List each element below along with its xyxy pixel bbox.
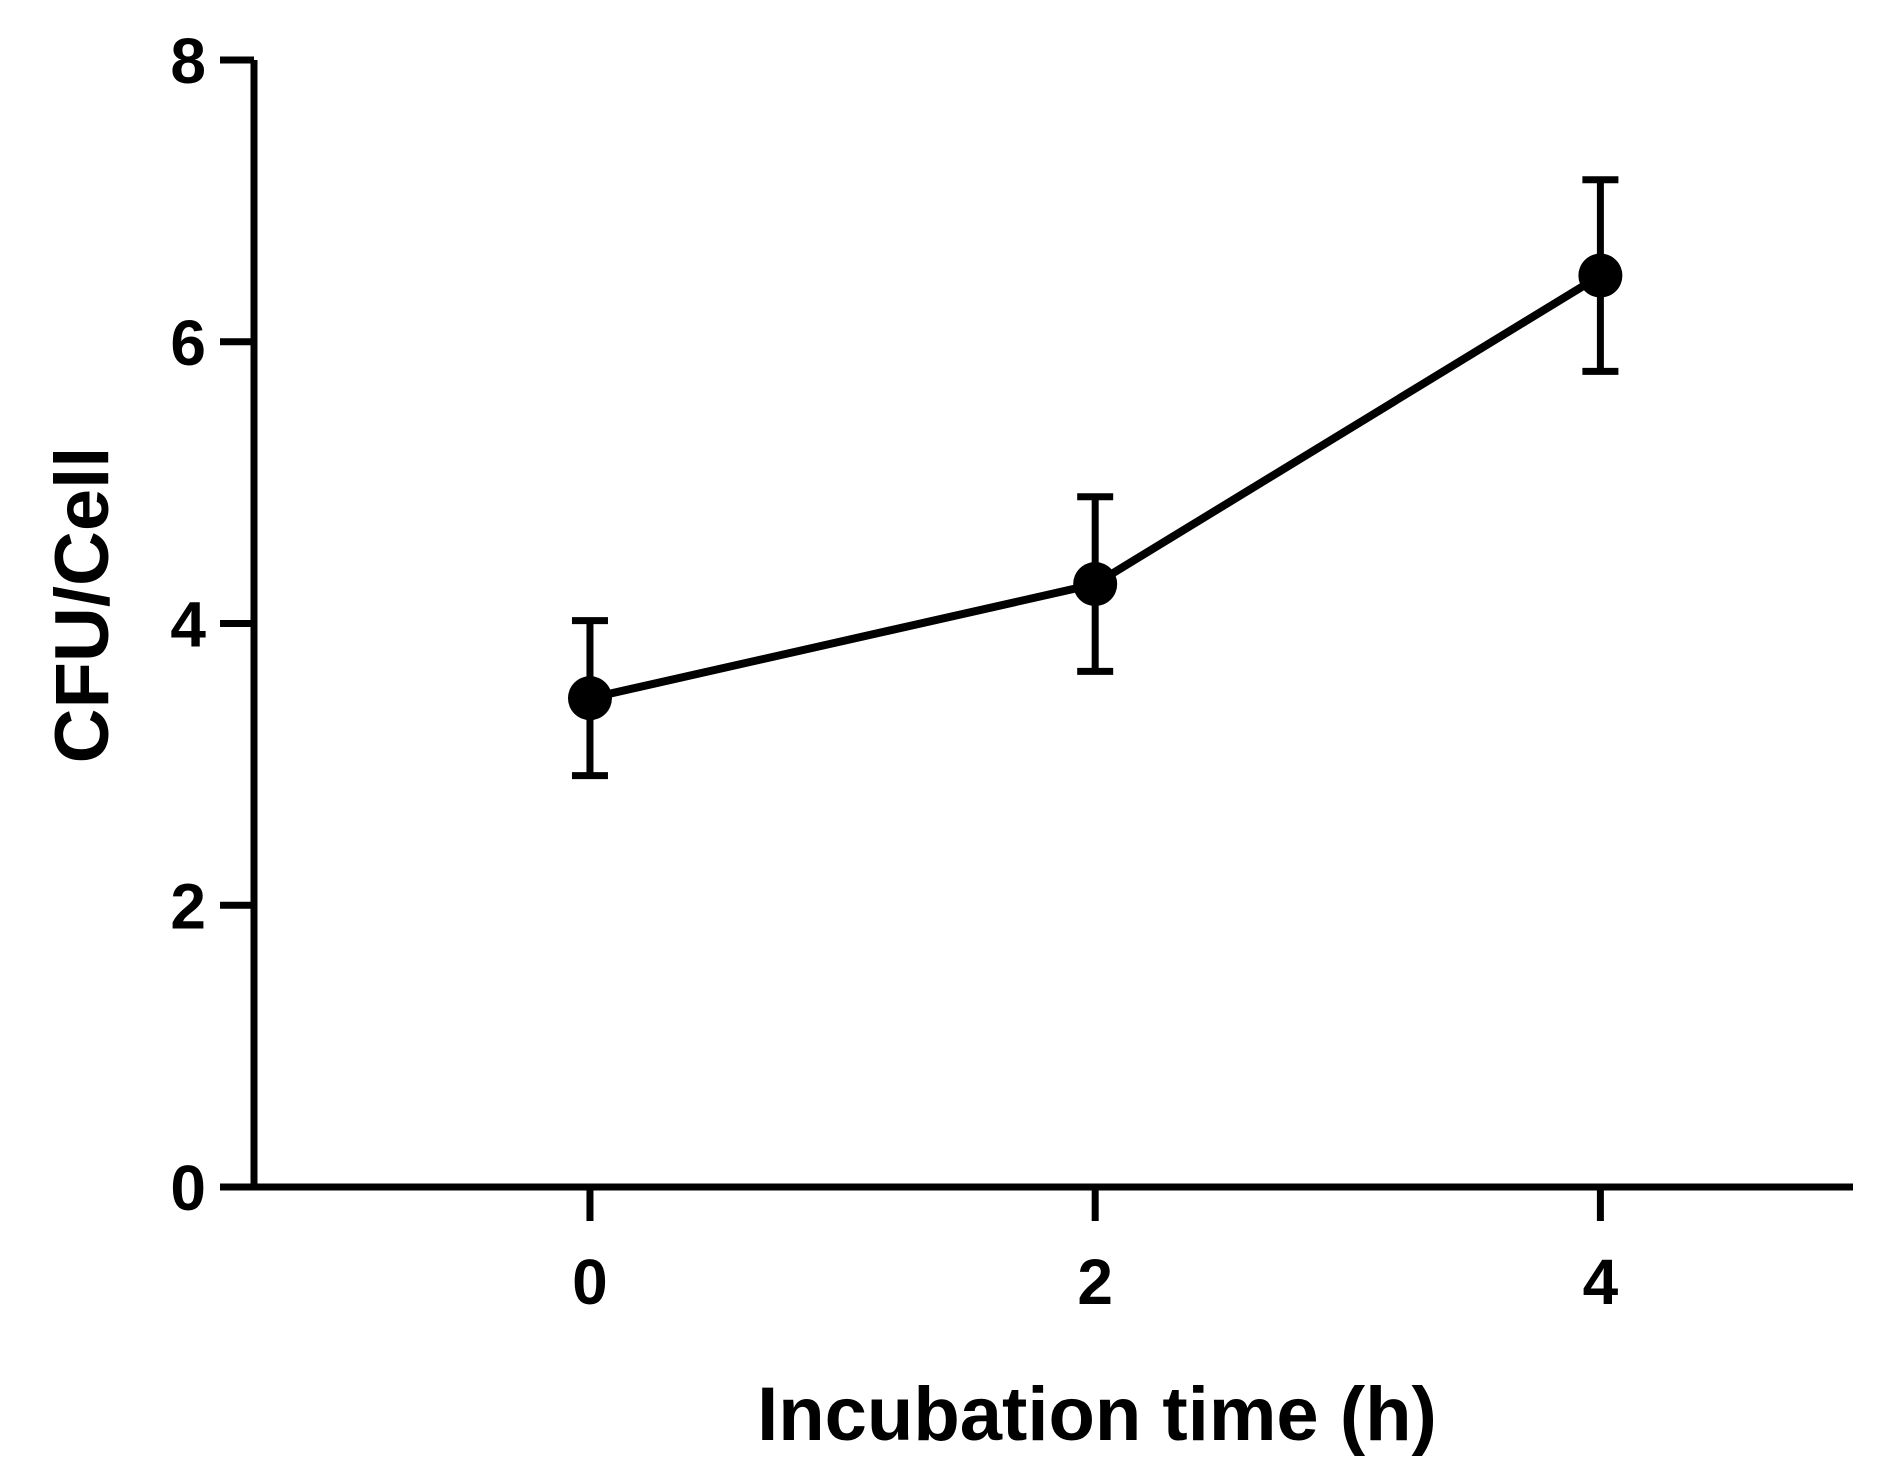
y-axis-title: CFU/Cell <box>40 447 125 764</box>
y-tick-label: 8 <box>170 25 206 97</box>
x-axis-title: Incubation time (h) <box>757 1372 1437 1457</box>
axes-layer <box>220 56 1853 1221</box>
x-tick-label: 4 <box>1583 1246 1619 1318</box>
y-tick-label: 2 <box>170 870 206 942</box>
y-tick-label: 0 <box>170 1152 206 1224</box>
x-tick-label: 2 <box>1077 1246 1113 1318</box>
y-tick-label: 4 <box>170 589 206 661</box>
label-layer: 0 2 4 6 8 0 2 4 Incubation time (h) CFU/Cell <box>40 25 1619 1457</box>
y-tick-label: 6 <box>170 307 206 379</box>
data-layer <box>567 176 1623 780</box>
data-point <box>567 676 612 721</box>
data-point <box>1578 253 1623 298</box>
data-point <box>1073 562 1118 607</box>
x-tick-label: 0 <box>572 1246 608 1318</box>
